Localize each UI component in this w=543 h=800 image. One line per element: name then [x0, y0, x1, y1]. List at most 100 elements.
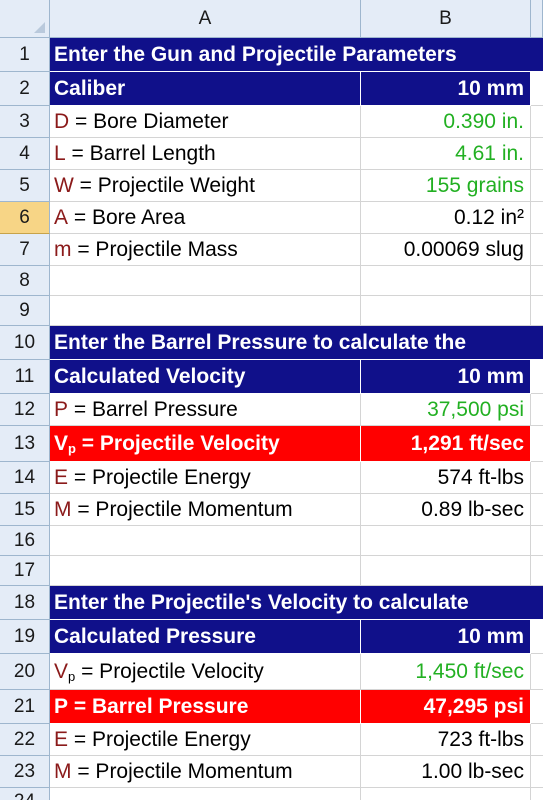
empty-cell[interactable]	[531, 654, 543, 690]
empty-cell[interactable]	[531, 266, 543, 296]
label-cell[interactable]	[50, 296, 361, 326]
row-header[interactable]: 4	[0, 138, 50, 170]
row-header[interactable]: 19	[0, 620, 50, 654]
label-cell[interactable]: Calculated Pressure	[50, 620, 361, 654]
row-header[interactable]: 13	[0, 426, 50, 462]
sheet-row: 2 Caliber 10 mm	[0, 72, 543, 106]
label-cell[interactable]: P = Barrel Pressure	[50, 690, 361, 724]
empty-cell[interactable]	[531, 494, 543, 526]
row-header[interactable]: 9	[0, 296, 50, 326]
label-cell[interactable]: M = Projectile Momentum	[50, 494, 361, 526]
label-cell[interactable]	[50, 266, 361, 296]
empty-cell[interactable]	[531, 360, 543, 394]
empty-cell[interactable]	[531, 202, 543, 234]
column-header-a[interactable]: A	[50, 0, 361, 38]
row-header[interactable]: 14	[0, 462, 50, 494]
empty-cell[interactable]	[531, 138, 543, 170]
row-header[interactable]: 20	[0, 654, 50, 690]
label-cell[interactable]: Caliber	[50, 72, 361, 106]
variable-description: = Barrel Pressure	[68, 397, 238, 421]
empty-cell[interactable]	[531, 234, 543, 266]
select-all-corner[interactable]	[0, 0, 50, 38]
row-header[interactable]: 10	[0, 326, 50, 360]
value-cell[interactable]: 10 mm	[361, 620, 531, 654]
sheet-row: 23 M = Projectile Momentum 1.00 lb-sec	[0, 756, 543, 788]
value-cell[interactable]	[361, 526, 531, 556]
value-cell[interactable]	[361, 266, 531, 296]
empty-cell[interactable]	[531, 106, 543, 138]
value-cell[interactable]: 10 mm	[361, 360, 531, 394]
section-header-cell[interactable]: Enter the Gun and Projectile Parameters	[50, 38, 543, 72]
empty-cell[interactable]	[531, 724, 543, 756]
empty-cell[interactable]	[531, 526, 543, 556]
row-header[interactable]: 22	[0, 724, 50, 756]
label-cell[interactable]: E = Projectile Energy	[50, 724, 361, 756]
variable-symbol: L	[54, 141, 66, 165]
label-cell[interactable]: m = Projectile Mass	[50, 234, 361, 266]
row-header[interactable]: 6	[0, 202, 50, 234]
label-cell[interactable]: W = Projectile Weight	[50, 170, 361, 202]
value-cell[interactable]	[361, 296, 531, 326]
value-cell[interactable]: 4.61 in.	[361, 138, 531, 170]
value-cell[interactable]: 1.00 lb-sec	[361, 756, 531, 788]
section-header-cell[interactable]: Enter the Barrel Pressure to calculate t…	[50, 326, 543, 360]
value-cell[interactable]: 37,500 psi	[361, 394, 531, 426]
value-cell[interactable]	[361, 556, 531, 586]
label-cell[interactable]	[50, 556, 361, 586]
row-header[interactable]: 8	[0, 266, 50, 296]
value-cell[interactable]: 47,295 psi	[361, 690, 531, 724]
value-cell[interactable]: 0.12 in²	[361, 202, 531, 234]
value-cell[interactable]: 155 grains	[361, 170, 531, 202]
value-cell[interactable]: 1,450 ft/sec	[361, 654, 531, 690]
empty-cell[interactable]	[531, 620, 543, 654]
empty-cell[interactable]	[531, 556, 543, 586]
row-header[interactable]: 18	[0, 586, 50, 620]
row-header[interactable]: 2	[0, 72, 50, 106]
row-header[interactable]: 12	[0, 394, 50, 426]
empty-cell[interactable]	[531, 690, 543, 724]
empty-cell[interactable]	[531, 394, 543, 426]
column-header-c[interactable]	[531, 0, 543, 38]
label-cell[interactable]: A = Bore Area	[50, 202, 361, 234]
value-cell[interactable]: 10 mm	[361, 72, 531, 106]
label-cell[interactable]: P = Barrel Pressure	[50, 394, 361, 426]
label-cell[interactable]: L = Barrel Length	[50, 138, 361, 170]
label-cell[interactable]: M = Projectile Momentum	[50, 756, 361, 788]
row-header[interactable]: 16	[0, 526, 50, 556]
label-cell[interactable]: D = Bore Diameter	[50, 106, 361, 138]
variable-symbol: E	[54, 465, 69, 489]
empty-cell[interactable]	[531, 462, 543, 494]
section-header-cell[interactable]: Enter the Projectile's Velocity to calcu…	[50, 586, 543, 620]
value-cell[interactable]: 723 ft-lbs	[361, 724, 531, 756]
empty-cell[interactable]	[531, 296, 543, 326]
empty-cell[interactable]	[531, 788, 543, 800]
label-cell[interactable]: E = Projectile Energy	[50, 462, 361, 494]
value-cell[interactable]: 0.89 lb-sec	[361, 494, 531, 526]
row-header[interactable]: 21	[0, 690, 50, 724]
empty-cell[interactable]	[531, 170, 543, 202]
label-cell[interactable]	[50, 526, 361, 556]
empty-cell[interactable]	[531, 72, 543, 106]
value-cell[interactable]	[361, 788, 531, 800]
row-header[interactable]: 11	[0, 360, 50, 394]
value-cell[interactable]: 0.390 in.	[361, 106, 531, 138]
value-cell[interactable]: 574 ft-lbs	[361, 462, 531, 494]
label-cell[interactable]	[50, 788, 361, 800]
row-header[interactable]: 5	[0, 170, 50, 202]
row-header[interactable]: 1	[0, 38, 50, 72]
row-header[interactable]: 17	[0, 556, 50, 586]
row-header[interactable]: 7	[0, 234, 50, 266]
row-header[interactable]: 3	[0, 106, 50, 138]
empty-cell[interactable]	[531, 426, 543, 462]
empty-cell[interactable]	[531, 756, 543, 788]
value-cell[interactable]: 1,291 ft/sec	[361, 426, 531, 462]
value-cell[interactable]: 0.00069 slug	[361, 234, 531, 266]
label-cell[interactable]: Calculated Velocity	[50, 360, 361, 394]
column-header-b[interactable]: B	[361, 0, 531, 38]
row-header[interactable]: 15	[0, 494, 50, 526]
sheet-row: 10 Enter the Barrel Pressure to calculate…	[0, 326, 543, 360]
row-header[interactable]: 23	[0, 756, 50, 788]
row-header[interactable]: 24	[0, 788, 50, 800]
